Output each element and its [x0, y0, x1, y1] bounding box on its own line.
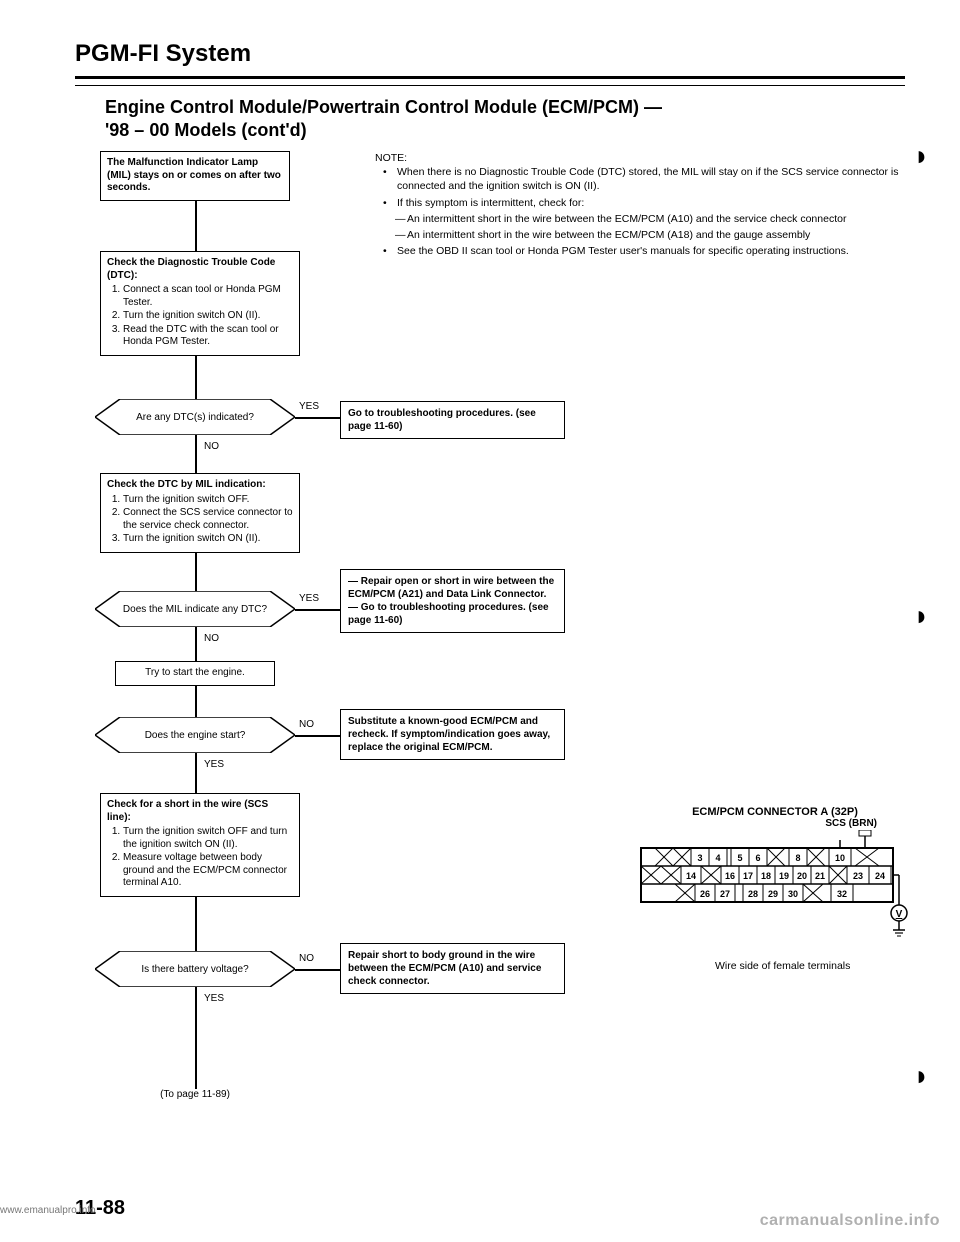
- svg-text:19: 19: [779, 871, 789, 881]
- flow-box-mil: The Malfunction Indicator Lamp (MIL) sta…: [100, 151, 290, 201]
- flow-r2a: — Repair open or short in wire between t…: [348, 575, 557, 601]
- svg-text:3: 3: [697, 853, 702, 863]
- flow-d1-yes: YES: [297, 401, 321, 412]
- page-title: PGM-FI System: [75, 40, 905, 68]
- flow-d3-label: Does the engine start?: [125, 730, 266, 741]
- flow-d2-yes: YES: [297, 593, 321, 604]
- flow-d4-no: NO: [297, 953, 316, 964]
- svg-text:21: 21: [815, 871, 825, 881]
- section-title: Engine Control Module/Powertrain Control…: [105, 96, 905, 141]
- flow-box-check-mil: Check the DTC by MIL indication: Turn th…: [100, 473, 300, 553]
- svg-text:18: 18: [761, 871, 771, 881]
- svg-text:6: 6: [755, 853, 760, 863]
- flow-box2-title: Check the Diagnostic Trouble Code (DTC):: [107, 257, 275, 281]
- flow-box3-s1: Turn the ignition switch OFF.: [123, 494, 293, 507]
- flow-d1-label: Are any DTC(s) indicated?: [116, 412, 274, 423]
- corner-mark-mid: ◗: [913, 600, 930, 632]
- note-3: An intermittent short in the wire betwee…: [397, 212, 905, 226]
- flow-decision-mil: Does the MIL indicate any DTC?: [95, 591, 295, 627]
- svg-text:17: 17: [743, 871, 753, 881]
- flow-box-check-dtc: Check the Diagnostic Trouble Code (DTC):…: [100, 251, 300, 356]
- flow-h2: [295, 609, 340, 611]
- svg-text:26: 26: [700, 889, 710, 899]
- connector-title: ECM/PCM CONNECTOR A (32P): [635, 806, 915, 818]
- wire-caption: Wire side of female terminals: [635, 960, 915, 972]
- svg-text:16: 16: [725, 871, 735, 881]
- flow-r4-text: Repair short to body ground in the wire …: [348, 950, 541, 987]
- svg-text:30: 30: [788, 889, 798, 899]
- svg-text:5: 5: [737, 853, 742, 863]
- svg-text:8: 8: [795, 853, 800, 863]
- flow-box3-title: Check the DTC by MIL indication:: [107, 479, 266, 490]
- flow-d3-no: NO: [297, 719, 316, 730]
- note-5: See the OBD II scan tool or Honda PGM Te…: [387, 244, 905, 258]
- flow-d4-label: Is there battery voltage?: [121, 964, 268, 975]
- svg-text:23: 23: [853, 871, 863, 881]
- flow-result-1: Go to troubleshooting procedures. (see p…: [340, 401, 565, 439]
- flow-h1: [295, 417, 340, 419]
- watermark-bottom: carmanualsonline.info: [760, 1212, 940, 1230]
- flow-box2-s3: Read the DTC with the scan tool or Honda…: [123, 324, 293, 349]
- flow-box3-s2: Connect the SCS service connector to the…: [123, 507, 293, 532]
- section-title-l1: Engine Control Module/Powertrain Control…: [105, 97, 662, 117]
- flow-box3-steps: Turn the ignition switch OFF. Connect th…: [107, 494, 293, 546]
- svg-text:20: 20: [797, 871, 807, 881]
- flow-box-mil-text: The Malfunction Indicator Lamp (MIL) sta…: [107, 157, 281, 193]
- corner-mark-bot: ◗: [913, 1060, 930, 1092]
- note-label: NOTE:: [375, 152, 407, 164]
- rule-top2: [75, 85, 905, 86]
- flow-decision-voltage: Is there battery voltage?: [95, 951, 295, 987]
- svg-text:32: 32: [837, 889, 847, 899]
- flow-d2-label: Does the MIL indicate any DTC?: [103, 604, 287, 615]
- flow-box2-s2: Turn the ignition switch ON (II).: [123, 310, 293, 323]
- svg-text:24: 24: [875, 871, 885, 881]
- flow-r2b: — Go to troubleshooting procedures. (see…: [348, 601, 557, 627]
- flow-r1-text: Go to troubleshooting procedures. (see p…: [348, 408, 536, 432]
- flow-d2-no: NO: [202, 633, 221, 644]
- flow-h4: [295, 969, 340, 971]
- flow-box3-s3: Turn the ignition switch ON (II).: [123, 533, 293, 546]
- connector-diagram: ECM/PCM CONNECTOR A (32P) SCS (BRN): [635, 806, 915, 972]
- svg-text:27: 27: [720, 889, 730, 899]
- flow-box2-steps: Connect a scan tool or Honda PGM Tester.…: [107, 284, 293, 349]
- flow-box2-s1: Connect a scan tool or Honda PGM Tester.: [123, 284, 293, 309]
- note-block: NOTE: When there is no Diagnostic Troubl…: [375, 151, 905, 258]
- watermark: www.emanualpro.info: [0, 1205, 96, 1216]
- connector-svg: 3 4 5 6 8 10 14 16: [635, 830, 915, 940]
- flow-decision-dtc: Are any DTC(s) indicated?: [95, 399, 295, 435]
- svg-text:14: 14: [686, 871, 696, 881]
- flow-box5-steps: Turn the ignition switch OFF and turn th…: [107, 826, 293, 890]
- section-title-l2: '98 – 00 Models (cont'd): [105, 120, 307, 140]
- flow-result-4: Repair short to body ground in the wire …: [340, 943, 565, 994]
- svg-text:29: 29: [768, 889, 778, 899]
- flow-d3-yes: YES: [202, 759, 226, 770]
- svg-text:10: 10: [835, 853, 845, 863]
- note-2: If this symptom is intermittent, check f…: [387, 196, 905, 210]
- flow-result-3: Substitute a known-good ECM/PCM and rech…: [340, 709, 565, 760]
- flow-box-short: Check for a short in the wire (SCS line)…: [100, 793, 300, 897]
- flow-decision-start: Does the engine start?: [95, 717, 295, 753]
- flow-box-start: Try to start the engine.: [115, 661, 275, 686]
- flow-to-page: (To page 11-89): [155, 1089, 235, 1100]
- flow-result-2: — Repair open or short in wire between t…: [340, 569, 565, 633]
- svg-text:4: 4: [715, 853, 720, 863]
- flow-r3-text: Substitute a known-good ECM/PCM and rech…: [348, 716, 550, 753]
- svg-text:28: 28: [748, 889, 758, 899]
- scs-label: SCS (BRN): [635, 818, 877, 829]
- flow-d4-yes: YES: [202, 993, 226, 1004]
- corner-mark-top: ◗: [913, 140, 930, 172]
- flowchart: The Malfunction Indicator Lamp (MIL) sta…: [75, 151, 355, 1131]
- flow-box5-title: Check for a short in the wire (SCS line)…: [107, 799, 268, 823]
- flow-d1-no: NO: [202, 441, 221, 452]
- note-1: When there is no Diagnostic Trouble Code…: [387, 165, 905, 193]
- flow-box5-s2: Measure voltage between body ground and …: [123, 852, 293, 890]
- flow-h3: [295, 735, 340, 737]
- svg-text:V: V: [896, 909, 903, 920]
- flow-box5-s1: Turn the ignition switch OFF and turn th…: [123, 826, 293, 851]
- flow-box4-text: Try to start the engine.: [145, 667, 245, 678]
- note-4: An intermittent short in the wire betwee…: [397, 228, 905, 242]
